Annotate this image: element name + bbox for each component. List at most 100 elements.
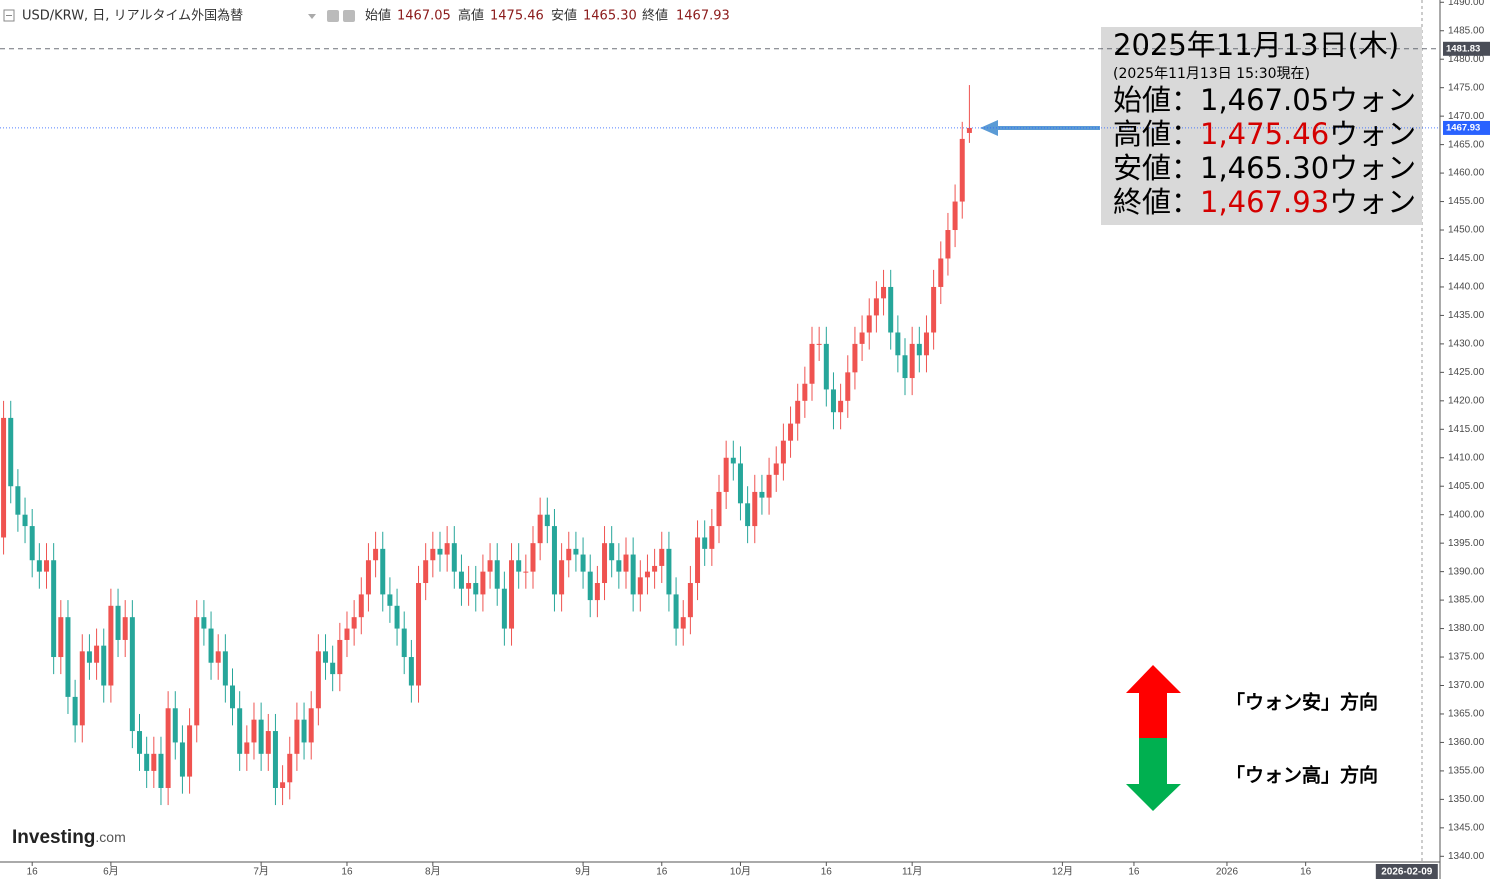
y-tick-label: 1345.00 bbox=[1448, 822, 1485, 833]
candle-body bbox=[652, 565, 658, 572]
x-tick-label: 16 bbox=[656, 867, 668, 878]
eye-icon[interactable] bbox=[327, 10, 339, 22]
candle-body bbox=[144, 753, 150, 771]
candle-body bbox=[230, 685, 236, 709]
candle-body bbox=[287, 753, 293, 783]
candle-body bbox=[373, 548, 379, 561]
candle-body bbox=[544, 514, 550, 527]
candle-body bbox=[444, 543, 450, 555]
candle-body bbox=[931, 286, 937, 333]
dropdown-icon[interactable] bbox=[308, 14, 316, 19]
y-tick-label: 1450.00 bbox=[1448, 225, 1485, 236]
y-tick-label: 1365.00 bbox=[1448, 709, 1485, 720]
symbol: USD/KRW, 日, リアルタイム外国為替 bbox=[22, 8, 243, 24]
candle-body bbox=[208, 628, 214, 663]
y-tick-label: 1355.00 bbox=[1448, 766, 1485, 777]
candle-body bbox=[909, 343, 915, 379]
candle-body bbox=[666, 548, 672, 595]
candle-body bbox=[594, 583, 600, 601]
candle-body bbox=[137, 731, 143, 754]
ohlc-value: 1467.05 bbox=[397, 9, 451, 24]
candle-body bbox=[122, 617, 128, 640]
candle-body bbox=[151, 753, 157, 771]
ohlc-label: 始値 bbox=[365, 8, 391, 24]
candle-body bbox=[215, 651, 221, 663]
candle-body bbox=[795, 400, 801, 424]
y-tick-label: 1350.00 bbox=[1448, 794, 1485, 805]
ohlc-label: 高値 bbox=[458, 8, 484, 24]
row-unit: ウォン bbox=[1329, 185, 1416, 219]
candle-body bbox=[773, 463, 779, 475]
candle-body bbox=[716, 491, 722, 527]
candle-body bbox=[394, 605, 400, 629]
candle-body bbox=[802, 383, 808, 401]
candle-body bbox=[437, 548, 443, 555]
candle-body bbox=[888, 286, 894, 333]
candle-body bbox=[830, 389, 836, 413]
pointer-arrow-head bbox=[980, 120, 998, 136]
logo-suffix: .com bbox=[95, 829, 125, 845]
candle-body bbox=[22, 514, 28, 527]
candle-body bbox=[523, 571, 529, 573]
candle-body bbox=[873, 298, 879, 316]
candle-body bbox=[759, 491, 765, 498]
candle-body bbox=[823, 343, 829, 390]
candle-body bbox=[315, 651, 321, 709]
candle-body bbox=[680, 617, 686, 629]
settings-icon[interactable] bbox=[343, 10, 355, 22]
row-label: 高値： bbox=[1113, 117, 1200, 151]
y-tick-label: 1445.00 bbox=[1448, 253, 1485, 264]
ohlc-label: 終値 bbox=[642, 8, 668, 24]
candle-body bbox=[673, 594, 679, 629]
candle-body bbox=[330, 662, 336, 675]
annotation-row: 終値：1,467.93ウォン bbox=[1113, 185, 1416, 219]
y-tick-label: 1340.00 bbox=[1448, 851, 1485, 862]
x-tick-label: 2026 bbox=[1216, 867, 1239, 878]
candle-body bbox=[623, 554, 629, 572]
candle-body bbox=[687, 583, 693, 618]
candle-body bbox=[29, 526, 35, 561]
candle-body bbox=[530, 543, 536, 572]
candle-body bbox=[945, 230, 951, 259]
candle-body bbox=[222, 651, 228, 686]
candle-body bbox=[866, 315, 872, 333]
row-label: 終値： bbox=[1113, 185, 1200, 219]
y-tick-label: 1390.00 bbox=[1448, 566, 1485, 577]
y-tick-label: 1405.00 bbox=[1448, 481, 1485, 492]
candle-body bbox=[423, 560, 429, 584]
candle-body bbox=[480, 571, 486, 595]
x-tick-label: 16 bbox=[821, 867, 833, 878]
row-unit: ウォン bbox=[1329, 151, 1416, 185]
candle-body bbox=[788, 423, 794, 441]
candle-body bbox=[902, 355, 908, 379]
candle-body bbox=[494, 560, 500, 589]
price-tag-label: 1481.83 bbox=[1446, 43, 1480, 54]
y-tick-label: 1360.00 bbox=[1448, 737, 1485, 748]
candle-body bbox=[308, 708, 314, 743]
candle-body bbox=[365, 560, 371, 595]
candle-body bbox=[201, 617, 207, 629]
candle-body bbox=[301, 719, 307, 743]
candle-body bbox=[416, 583, 422, 686]
candle-body bbox=[838, 400, 844, 413]
candle-body bbox=[745, 503, 751, 527]
row-unit: ウォン bbox=[1329, 83, 1416, 117]
legend-arrow-down bbox=[1126, 738, 1181, 811]
candle-body bbox=[809, 343, 815, 384]
logo-main: Investing bbox=[12, 827, 95, 848]
y-tick-label: 1415.00 bbox=[1448, 424, 1485, 435]
x-tick-label: 11月 bbox=[902, 866, 922, 878]
candle-body bbox=[72, 696, 78, 726]
collapse-icon[interactable] bbox=[3, 9, 15, 22]
candle-body bbox=[702, 537, 708, 549]
candle-body bbox=[659, 548, 665, 566]
ohlc-label: 安値 bbox=[551, 8, 577, 24]
candle-body bbox=[609, 543, 615, 561]
candle-body bbox=[723, 457, 729, 492]
candle-body bbox=[766, 474, 772, 498]
candle-body bbox=[408, 657, 414, 686]
candle-body bbox=[36, 560, 42, 572]
candle-body bbox=[752, 491, 758, 527]
candle-body bbox=[86, 651, 92, 663]
